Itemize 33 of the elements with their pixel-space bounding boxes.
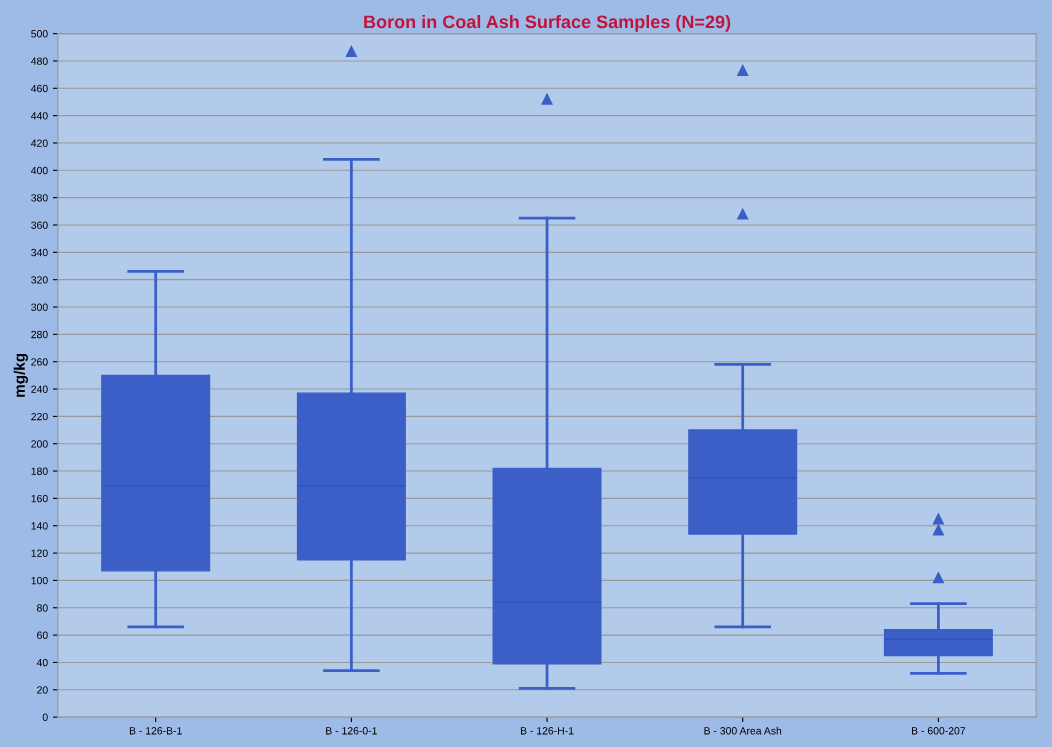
y-tick-label: 380 — [31, 194, 48, 202]
chart-title: Boron in Coal Ash Surface Samples (N=29) — [364, 14, 731, 32]
y-tick-label: 220 — [31, 412, 48, 421]
y-tick-label: 120 — [31, 549, 48, 557]
y-tick-label: 0 — [42, 713, 48, 721]
y-tick-label: 420 — [31, 139, 48, 147]
y-tick-label: 200 — [31, 440, 48, 448]
y-tick-label: 460 — [31, 84, 48, 93]
y-tick-label: 240 — [31, 385, 48, 393]
y-tick-label: 300 — [31, 303, 48, 311]
y-tick-label: 20 — [37, 686, 48, 694]
x-tick-label: B - 126-H-1 — [520, 727, 574, 735]
y-tick-label: 480 — [31, 57, 48, 65]
y-tick-label: 440 — [31, 112, 48, 120]
y-tick-label: 260 — [31, 358, 48, 366]
y-tick-label: 360 — [31, 221, 48, 229]
y-tick-label: 40 — [36, 658, 48, 667]
y-tick-label: 500 — [31, 30, 48, 38]
y-axis-title: mg/kg — [13, 353, 28, 397]
x-tick-label: B - 126-0-1 — [326, 727, 377, 735]
x-tick-label: B - 126-B-1 — [129, 727, 182, 735]
y-tick-label: 80 — [37, 604, 48, 612]
x-tick-label: B - 300 Area Ash — [704, 726, 782, 735]
x-tick-label: B - 600-207 — [912, 727, 966, 735]
y-tick-label: 340 — [31, 248, 48, 257]
y-tick-label: 160 — [31, 494, 48, 503]
y-tick-label: 320 — [31, 276, 48, 284]
y-tick-label: 100 — [31, 576, 48, 585]
y-tick-label: 400 — [31, 166, 48, 175]
y-tick-label: 140 — [31, 522, 48, 530]
y-tick-label: 280 — [31, 330, 48, 339]
y-tick-label: 180 — [31, 467, 48, 475]
y-tick-label: 60 — [37, 631, 48, 639]
